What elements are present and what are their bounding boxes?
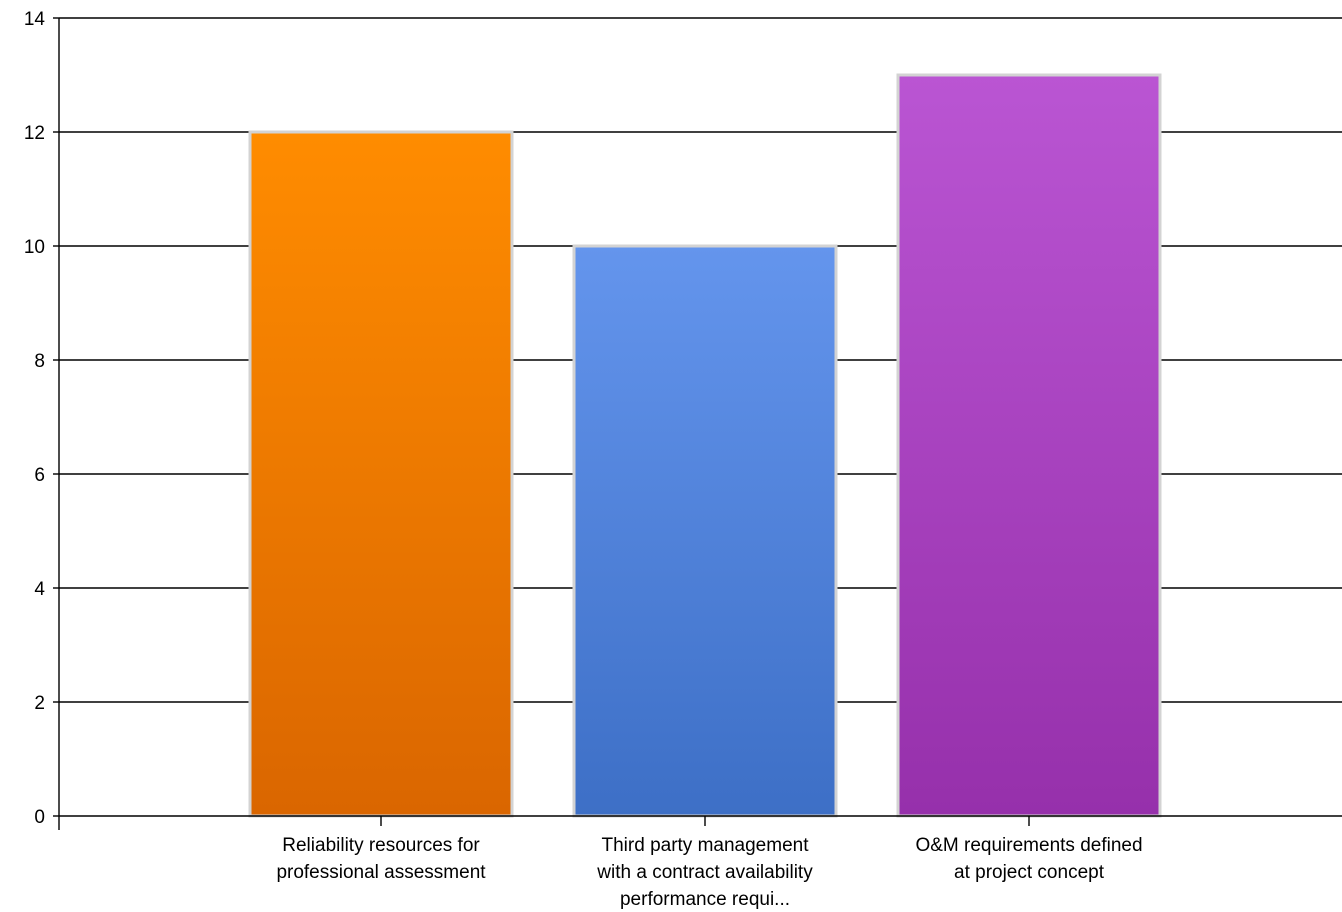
bar-1 <box>248 130 514 818</box>
y-tick-label: 4 <box>34 579 45 600</box>
category-label-3: O&M requirements defined at project conce… <box>915 835 1142 883</box>
category-label-2: Third party management with a contract av… <box>596 835 813 910</box>
y-tick-label: 12 <box>24 123 45 144</box>
y-tick-label: 2 <box>34 693 45 714</box>
category-label-1: Reliability resources for professional as… <box>276 835 486 883</box>
y-tick-label: 0 <box>34 807 45 828</box>
bars <box>248 73 1162 818</box>
bar-2 <box>572 244 838 818</box>
y-tick-label: 6 <box>34 465 45 486</box>
labels: 0 2 4 6 8 10 12 14 Reliability resources for prof… <box>24 9 1143 910</box>
y-tick-label: 14 <box>24 9 46 30</box>
bar-3 <box>896 73 1162 818</box>
y-tick-label: 8 <box>34 351 45 372</box>
y-tick-label: 10 <box>24 237 45 258</box>
axes <box>53 17 1342 830</box>
